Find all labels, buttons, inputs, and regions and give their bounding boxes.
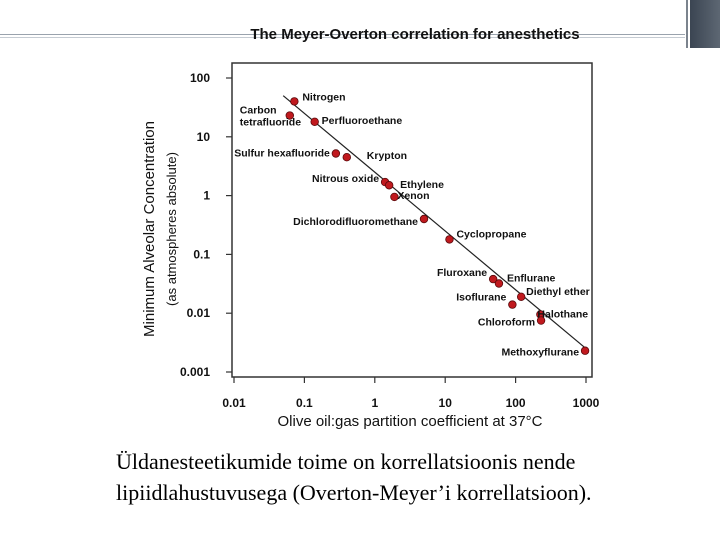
y-tick-label: 0.001 [180,365,210,379]
header-rule [0,34,685,35]
y-tick-label: 10 [197,130,211,144]
caption-line-1: Üldanesteetikumide toime on korrellatsio… [116,449,576,474]
point-label: Cyclopropane [456,228,526,240]
point-label: Halothane [537,309,588,321]
point-label: Enflurane [507,272,556,284]
data-point [516,292,526,302]
data-point [445,235,454,244]
point-label: Methoxyflurane [501,347,579,359]
data-point [508,300,517,309]
y-tick-label: 1 [203,189,210,203]
data-point [290,97,299,106]
point-label: Perfluoroethane [322,115,403,127]
header-rule-secondary [0,37,685,38]
point-label: Diethyl ether [526,286,590,298]
data-point [384,181,394,190]
x-tick-label: 1000 [573,396,600,410]
plot-area-frame [231,62,593,378]
x-tick-label: 10 [439,396,453,410]
data-point [285,111,294,120]
point-label: Sulfur hexafluoride [234,147,330,159]
slide-caption: Üldanesteetikumide toime on korrellatsio… [116,446,696,508]
caption-line-2: lipiidlahustuvusega (Overton-Meyer’i kor… [116,480,592,505]
y-axis-label: Minimum Alveolar Concentration [141,121,158,337]
slide-header-decoration [0,0,720,48]
x-tick-label: 0.01 [222,396,246,410]
data-point [310,117,319,126]
data-point [488,274,498,284]
trend-line [282,95,587,350]
data-point [580,346,590,355]
meyer-overton-chart: The Meyer-Overton correlation for anesth… [141,26,600,430]
point-label: Xenon [397,190,429,202]
data-point [536,316,546,325]
corner-accent-block [690,0,720,48]
point-label: Krypton [367,150,407,162]
data-point [419,214,429,224]
point-label: Dichlorodifluoromethane [293,216,418,228]
x-tick-label: 100 [506,396,526,410]
point-label: Nitrogen [302,91,345,103]
x-tick-label: 0.1 [296,396,313,410]
point-label: Nitrous oxide [312,173,379,185]
data-point [494,279,504,288]
point-label: Carbon tetrafluoride [240,105,301,129]
point-label: Fluroxane [437,267,487,279]
data-point [331,149,341,158]
point-label: Chloroform [478,317,535,329]
data-point [342,152,351,162]
x-axis-label: Olive oil:gas partition coefficient at 3… [277,413,542,430]
data-point [390,192,399,202]
y-axis-sublabel: (as atmospheres absolute) [164,152,179,306]
corner-accent-edge [686,0,688,48]
y-tick-label: 0.1 [193,247,210,261]
y-tick-label: 0.01 [187,306,211,320]
point-label: Ethylene [400,179,444,191]
point-label: Isoflurane [456,292,506,304]
y-tick-label: 100 [190,71,210,85]
chart-title: The Meyer-Overton correlation for anesth… [250,26,579,43]
x-tick-label: 1 [371,396,378,410]
